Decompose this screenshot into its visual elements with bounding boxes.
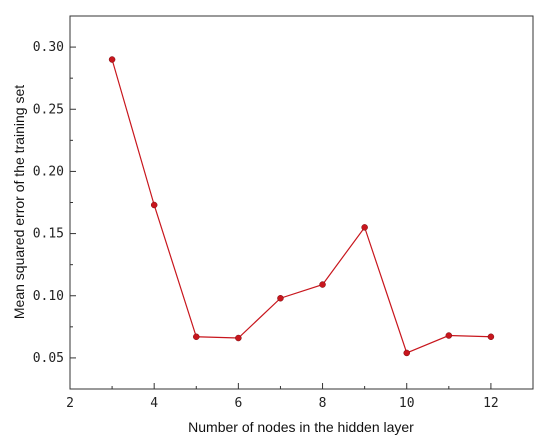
series-layer — [108, 56, 495, 357]
y-axis-ticks: 0.05 0.10 0.15 0.20 0.25 0.30 — [33, 15, 76, 390]
x-tick-label: 2 — [66, 396, 74, 411]
y-tick-label: 0.15 — [33, 227, 64, 242]
data-point — [319, 281, 326, 288]
data-point — [193, 333, 200, 341]
x-tick-label: 4 — [150, 396, 158, 411]
x-axis-title: Number of nodes in the hidden layer — [188, 419, 414, 435]
data-point — [150, 201, 158, 209]
y-tick-label: 0.25 — [33, 102, 64, 117]
x-tick-label: 6 — [234, 396, 242, 411]
x-tick-label: 12 — [483, 396, 499, 411]
data-point — [235, 334, 242, 342]
y-tick-label: 0.10 — [33, 289, 64, 304]
data-point — [108, 56, 116, 63]
y-tick-label: 0.30 — [33, 40, 64, 55]
data-point — [403, 349, 410, 357]
x-tick-label: 8 — [319, 396, 327, 411]
y-tick-label: 0.05 — [33, 351, 64, 366]
data-point — [361, 224, 368, 231]
x-tick-label: 10 — [399, 396, 415, 411]
x-axis-ticks: 2 4 6 8 10 12 — [66, 383, 499, 411]
data-point — [277, 294, 284, 302]
series-line — [111, 59, 491, 354]
plot-area-frame — [69, 15, 534, 390]
data-point — [487, 333, 495, 341]
y-axis-title: Mean squared error of the training set — [11, 85, 27, 319]
y-tick-label: 0.20 — [33, 164, 64, 179]
data-point — [445, 332, 453, 339]
